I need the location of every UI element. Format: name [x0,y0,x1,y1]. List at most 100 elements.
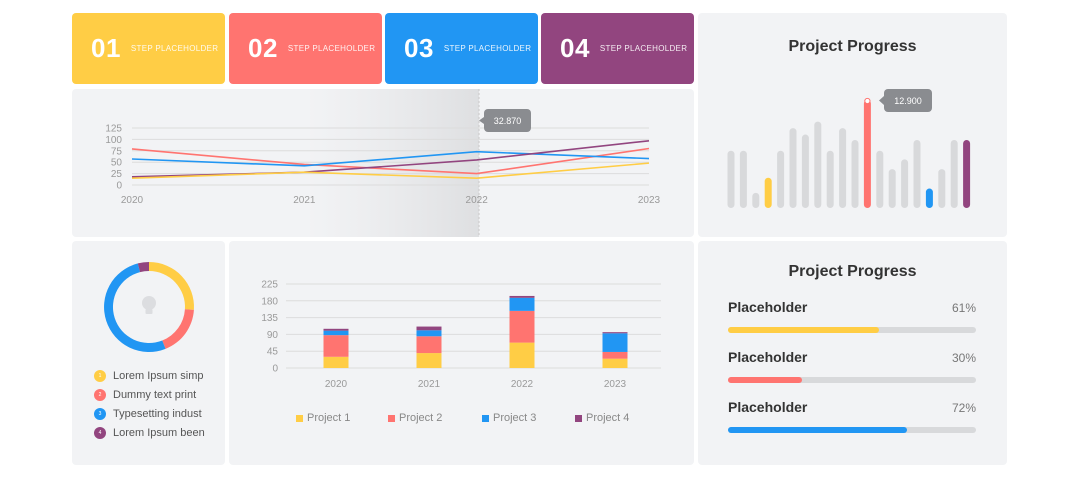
legend-item-1: 1 Lorem Ipsum simp [94,370,203,382]
progress-bar [739,150,747,208]
step-label: STEP PLACEHOLDER [599,44,688,53]
y-tick-label: 90 [267,330,279,341]
y-tick-label: 75 [111,146,123,157]
stacked-segment [509,297,535,311]
legend-label: Project 1 [307,412,351,424]
legend-dot: 4 [94,427,106,439]
y-tick-label: 225 [261,280,278,291]
legend-label: Lorem Ipsum simp [113,370,204,382]
line-chart-panel: 125 100 75 50 25 0 2020 2021 2022 2023 32.870 [72,89,694,237]
progress-bar [925,188,933,208]
progress-name: Placeholder [728,299,808,315]
stacked-segment [416,330,442,337]
legend-dot: 2 [94,389,106,401]
y-tick-label: 100 [105,135,122,146]
series-line-yellow [131,162,650,179]
stacked-segment [509,295,535,298]
progress-name: Placeholder [728,399,808,415]
x-tick-label: 2020 [121,195,144,206]
tooltip-text: 32.870 [494,116,522,126]
donut-panel: 1 Lorem Ipsum simp 2 Dummy text print 3 … [72,241,225,465]
progress-bar [901,159,909,208]
donut-slice [162,309,194,349]
donut-slice [149,262,194,310]
legend-dot: 1 [94,370,106,382]
legend-item-2: 2 Dummy text print [94,389,196,401]
step-number: 03 [404,33,434,63]
bar-marker [864,97,871,105]
step-number: 02 [248,33,278,63]
stacked-segment [602,358,628,368]
vertical-bar-chart: 12.900 [727,89,971,208]
stacked-segment [323,335,349,357]
y-tick-label: 135 [261,313,278,324]
progress-bar [752,192,760,208]
bar-progress-panel: Project Progress 12.900 [698,13,1007,237]
legend-swatch [296,414,303,422]
step-card-3[interactable]: 03 STEP PLACEHOLDER [385,13,538,84]
x-tick-label: 2021 [418,379,441,390]
stacked-segment [416,353,442,368]
legend-project-4: Project 4 [575,412,629,424]
stacked-segment [602,351,628,359]
lightbulb-icon [142,296,156,314]
donut-chart [104,262,194,352]
stacked-segment [416,336,442,354]
stacked-chart-panel: 225 180 135 90 45 0 2020 2021 2022 2023 Project 1… [229,241,694,465]
step-card-4[interactable]: 04 STEP PLACEHOLDER [541,13,694,84]
progress-bar [839,128,847,208]
x-tick-label: 2023 [604,379,627,390]
progress-bar [777,150,785,208]
progress-bar [764,177,772,208]
progress-bar [789,128,797,208]
y-tick-label: 25 [111,169,123,180]
progress-track [728,427,976,433]
bar-tooltip: 12.900 [879,89,932,112]
stacked-segment [509,310,535,343]
stacked-bar-chart: 225 180 135 90 45 0 2020 2021 2022 2023 [261,280,661,390]
progress-bar [826,150,834,208]
x-tick-label: 2023 [638,195,661,206]
tooltip-arrow [479,117,484,124]
progress-panel: Project Progress Placeholder 61% Placeho… [698,241,1007,465]
progress-bar [913,139,921,208]
legend-label: Project 2 [399,412,443,424]
progress-bar [950,139,958,208]
y-tick-label: 180 [261,296,278,307]
step-card-1[interactable]: 01 STEP PLACEHOLDER [72,13,225,84]
tooltip-arrow [879,96,884,105]
progress-bar [851,139,859,208]
line-tooltip: 32.870 [479,109,531,132]
legend-label: Project 3 [493,412,537,424]
progress-bar [814,121,822,208]
y-tick-label: 0 [272,364,278,375]
panel-title: Project Progress [788,263,917,280]
donut-slice [104,263,166,352]
progress-track [728,377,976,383]
x-tick-label: 2020 [325,379,348,390]
legend-item-3: 3 Typesetting indust [94,408,202,420]
step-card-2[interactable]: 02 STEP PLACEHOLDER [229,13,382,84]
legend-label: Typesetting indust [113,408,202,420]
tooltip-text: 12.900 [894,96,922,106]
stacked-segment [509,342,535,368]
y-tick-label: 0 [116,181,122,192]
x-tick-label: 2022 [466,195,489,206]
step-label: STEP PLACEHOLDER [443,44,532,53]
progress-name: Placeholder [728,349,808,365]
y-tick-label: 125 [105,124,122,135]
y-tick-label: 45 [267,347,279,358]
progress-bar [888,169,896,208]
progress-bar [863,100,871,208]
progress-fill [728,327,880,333]
progress-percent: 61% [951,301,976,315]
tooltip-box [884,89,932,112]
legend-swatch [388,414,395,422]
legend-project-1: Project 1 [296,412,350,424]
progress-percent: 30% [951,351,976,365]
progress-fill [728,377,803,383]
series-line-red [131,147,650,175]
x-tick-label: 2021 [293,195,316,206]
step-number: 04 [560,33,590,63]
stacked-segment [602,332,628,334]
